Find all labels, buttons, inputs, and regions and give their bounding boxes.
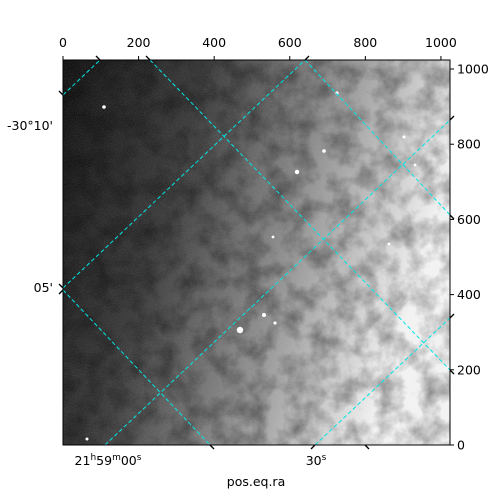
x-tick-label: 600 bbox=[278, 35, 302, 50]
x-tick-label: 800 bbox=[353, 35, 377, 50]
y-tick-label: 1000 bbox=[457, 62, 489, 77]
y-tick-label: 0 bbox=[457, 438, 465, 453]
wcs-ticks bbox=[58, 55, 455, 450]
x-tick-label: 1000 bbox=[425, 35, 457, 50]
y-tick-label: 600 bbox=[457, 212, 481, 227]
x-axis-label: pos.eq.ra bbox=[227, 474, 285, 489]
x-tick-label: 0 bbox=[59, 35, 67, 50]
dec-label: 05' bbox=[34, 280, 53, 295]
x-tick-label: 200 bbox=[127, 35, 151, 50]
dec-label: -30°10' bbox=[7, 118, 53, 133]
sky-image bbox=[63, 60, 450, 445]
ra-label: 30s bbox=[306, 453, 327, 468]
x-tick-label: 400 bbox=[202, 35, 226, 50]
y-tick-label: 800 bbox=[457, 137, 481, 152]
y-tick-label: 400 bbox=[457, 287, 481, 302]
frame bbox=[62, 59, 451, 446]
ra-label: 21h59m00s bbox=[75, 453, 142, 468]
y-tick-label: 200 bbox=[457, 362, 481, 377]
coordinate-grid bbox=[63, 60, 450, 445]
